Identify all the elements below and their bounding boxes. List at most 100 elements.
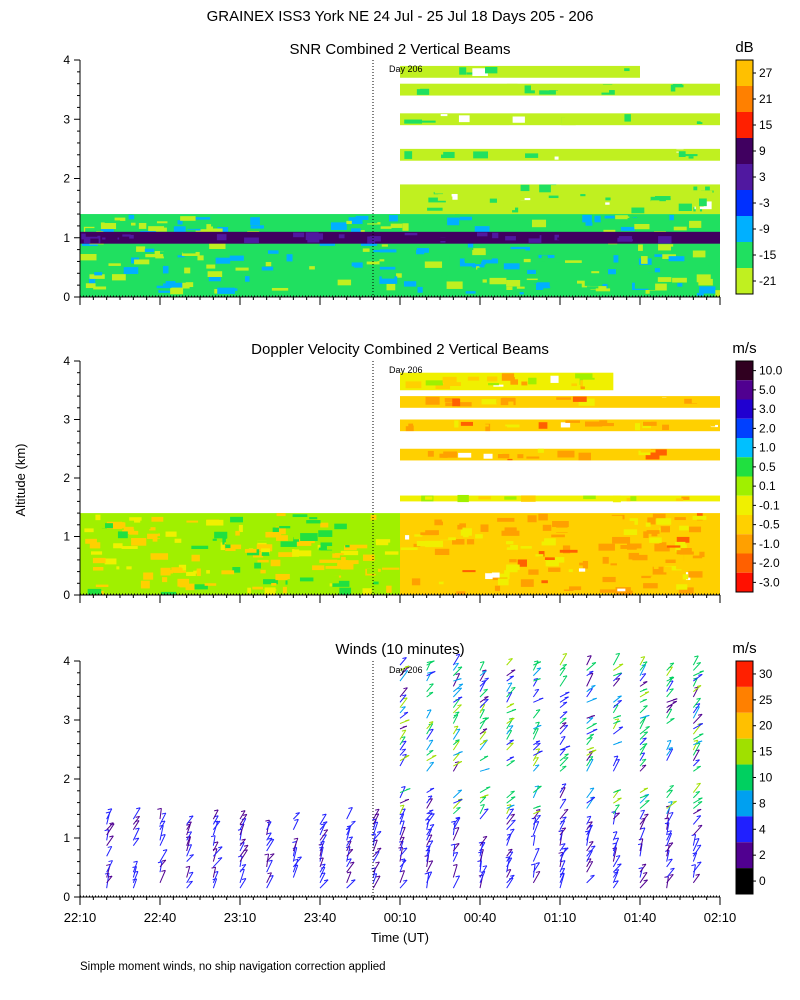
heatmap-cell bbox=[293, 537, 302, 546]
heatmap-cell bbox=[189, 223, 207, 230]
heatmap-cell bbox=[576, 278, 593, 284]
heatmap-cell bbox=[189, 287, 208, 295]
heatmap-cell bbox=[492, 232, 499, 239]
wind-barb bbox=[372, 847, 382, 857]
wind-barb bbox=[559, 787, 566, 799]
heatmap-cell bbox=[585, 421, 603, 427]
wind-barb bbox=[106, 846, 113, 857]
heatmap-cell bbox=[660, 187, 667, 191]
wind-barb bbox=[319, 866, 326, 878]
heatmap-cell bbox=[140, 580, 150, 589]
wind-barb-flag bbox=[668, 842, 673, 845]
heatmap-cell bbox=[568, 376, 578, 384]
heatmap-cell bbox=[129, 517, 142, 521]
heatmap-cell bbox=[121, 546, 138, 549]
heatmap-cell bbox=[326, 546, 343, 550]
heatmap-cell bbox=[180, 282, 194, 289]
wind-barb bbox=[559, 667, 566, 677]
heatmap-cell bbox=[664, 267, 672, 276]
wind-barb bbox=[666, 842, 674, 852]
wind-barb-flag bbox=[455, 843, 460, 846]
wind-barb bbox=[452, 852, 459, 862]
heatmap-cell bbox=[346, 220, 352, 225]
heatmap-cell bbox=[320, 586, 336, 591]
wind-barb bbox=[452, 653, 461, 666]
heatmap-cell bbox=[602, 576, 616, 583]
heatmap-cell bbox=[391, 580, 396, 585]
wind-barb-flag bbox=[538, 750, 543, 753]
wind-barb-flag bbox=[401, 786, 406, 788]
wind-barb-flag bbox=[450, 843, 455, 846]
wind-barb bbox=[612, 855, 621, 868]
wind-barb-flag bbox=[404, 798, 409, 801]
heatmap-cell bbox=[459, 523, 466, 528]
heatmap-cell bbox=[509, 559, 517, 563]
heatmap-cell bbox=[569, 85, 583, 93]
wind-barb bbox=[186, 854, 194, 862]
y-axis-label: Altitude (km) bbox=[13, 444, 28, 517]
heatmap-cell bbox=[634, 542, 642, 549]
wind-barb bbox=[506, 760, 515, 767]
heatmap-cell bbox=[404, 232, 418, 236]
wind-barb bbox=[452, 740, 460, 751]
wind-barb-flag bbox=[188, 815, 194, 818]
wind-barb-flag bbox=[536, 742, 541, 745]
heatmap-cell bbox=[663, 419, 680, 422]
wind-barb bbox=[559, 717, 567, 724]
wind-barb-flag bbox=[565, 745, 571, 748]
heatmap-cell bbox=[180, 216, 196, 221]
heatmap-cell bbox=[584, 538, 597, 543]
wind-barb bbox=[319, 857, 324, 868]
wind-barb bbox=[506, 813, 516, 825]
heatmap-cell bbox=[612, 206, 628, 211]
wind-barb bbox=[693, 765, 701, 772]
heatmap-cell bbox=[473, 248, 486, 252]
wind-barb-flag bbox=[562, 675, 568, 678]
heatmap-cell bbox=[371, 286, 380, 290]
wind-barb bbox=[639, 872, 648, 884]
colorbar-swatch bbox=[736, 553, 753, 573]
heatmap-cell bbox=[459, 152, 466, 161]
wind-barb bbox=[452, 687, 463, 698]
wind-barb bbox=[452, 725, 459, 735]
wind-barb-flag bbox=[482, 670, 487, 673]
wind-barb-flag bbox=[698, 723, 703, 726]
heatmap-cell bbox=[699, 551, 705, 558]
heatmap-cell bbox=[434, 189, 452, 194]
heatmap-cell bbox=[369, 236, 381, 242]
heatmap-cell bbox=[685, 235, 698, 239]
heatmap-cell bbox=[162, 577, 168, 583]
wind-barb-flag bbox=[562, 722, 567, 725]
heatmap-cell bbox=[119, 245, 127, 248]
heatmap-cell bbox=[676, 584, 688, 590]
heatmap-layer bbox=[400, 495, 720, 502]
heatmap-cell bbox=[710, 450, 716, 455]
heatmap-cell bbox=[629, 243, 638, 248]
heatmap-cell bbox=[504, 527, 517, 535]
heatmap-cell bbox=[292, 514, 308, 518]
heatmap-cell bbox=[326, 575, 339, 584]
wind-barb-flag bbox=[297, 856, 302, 859]
wind-barb bbox=[266, 875, 274, 889]
heatmap-cell bbox=[590, 286, 607, 290]
heatmap-cell bbox=[136, 557, 151, 563]
heatmap-cell bbox=[562, 204, 577, 211]
heatmap-cell bbox=[510, 379, 519, 385]
heatmap-cell bbox=[384, 551, 399, 555]
heatmap-cell bbox=[184, 267, 191, 274]
wind-barb-flag bbox=[456, 806, 461, 809]
heatmap-cell bbox=[682, 574, 689, 580]
wind-barb-flag bbox=[561, 783, 567, 786]
wind-barb bbox=[586, 759, 594, 772]
wind-barb-flag bbox=[536, 814, 541, 817]
wind-barb bbox=[532, 814, 541, 825]
wind-barb bbox=[452, 753, 460, 762]
wind-barb-flag bbox=[534, 660, 539, 663]
heatmap-cell bbox=[336, 258, 343, 267]
wind-barb bbox=[319, 872, 326, 884]
heatmap-cell bbox=[634, 423, 641, 431]
wind-barb-flag bbox=[133, 860, 138, 863]
heatmap-cell bbox=[443, 451, 458, 458]
wind-barbs bbox=[104, 652, 704, 889]
wind-barb bbox=[452, 807, 461, 815]
